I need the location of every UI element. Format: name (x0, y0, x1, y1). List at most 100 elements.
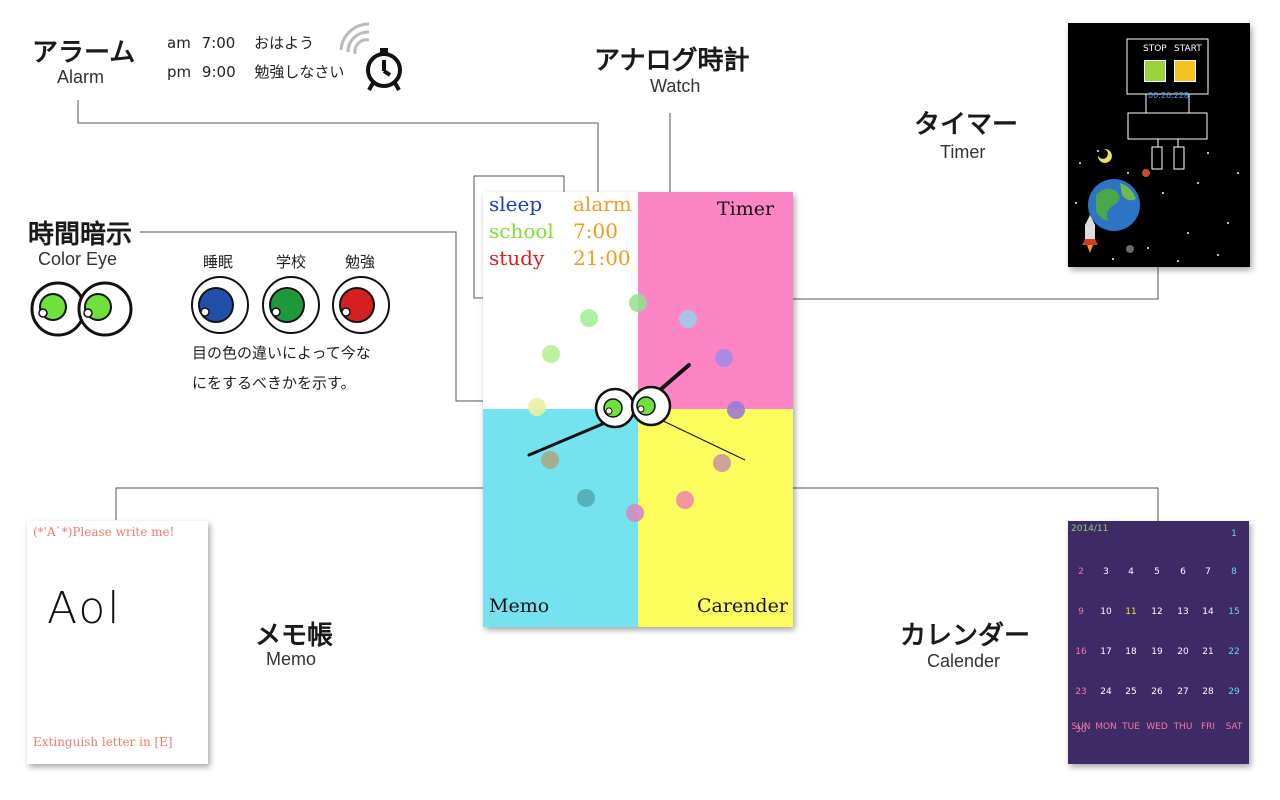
calendar-day[interactable]: 24 (1100, 687, 1112, 697)
alarm-row-2: pm 9:00 勉強しなさい (167, 61, 344, 82)
calendar-day[interactable]: 3 (1103, 567, 1109, 577)
legend-sleep: sleep (489, 192, 543, 216)
rocket-icon (1082, 215, 1098, 253)
quadrant-timer[interactable] (638, 192, 793, 409)
color-eye-title-en: Color Eye (38, 249, 118, 269)
timer-start-button[interactable] (1174, 60, 1196, 82)
analog-clock-face (527, 363, 746, 461)
calendar-day[interactable]: 30 (1075, 725, 1087, 735)
calendar-day[interactable]: 29 (1228, 687, 1240, 697)
app-main-screen: sleep school study alarm 7:00 21:00 Time… (483, 192, 793, 627)
timer-start-label: START (1174, 44, 1202, 54)
calendar-weekday-label: FRI (1200, 722, 1216, 732)
calendar-day[interactable]: 17 (1100, 647, 1112, 657)
calendar-day[interactable]: 28 (1202, 687, 1214, 697)
calendar-day[interactable]: 12 (1151, 607, 1163, 617)
calendar-weekday-label: TUE (1122, 722, 1140, 732)
calendar-day[interactable]: 6 (1180, 567, 1186, 577)
calendar-day[interactable]: 10 (1100, 607, 1112, 617)
calendar-day[interactable]: 5 (1154, 567, 1160, 577)
memo-screenshot: (*'A`*)Please write me! Aol Extinguish l… (27, 521, 208, 764)
calendar-day[interactable]: 11 (1125, 607, 1137, 617)
calendar-day[interactable]: 13 (1177, 607, 1189, 617)
calendar-connector (772, 487, 1159, 522)
quadrant-memo[interactable] (483, 409, 638, 627)
alarm-clock-icon (339, 22, 402, 91)
eye-sample-sleep (191, 276, 249, 334)
calendar-day[interactable]: 18 (1125, 647, 1137, 657)
calendar-screenshot: 2014/11 1 2 3 4 5 6 7 8 9 10 11 12 13 14 15 16 17 18 19 20 2… (1068, 521, 1249, 764)
calendar-day[interactable]: 7 (1205, 567, 1211, 577)
calendar-day[interactable]: 15 (1228, 607, 1240, 617)
calendar-day[interactable]: 23 (1075, 687, 1087, 697)
calendar-day[interactable]: 8 (1231, 567, 1237, 577)
legend-study: study (489, 246, 545, 270)
calendar-day[interactable]: 25 (1125, 687, 1137, 697)
alarm-title-en: Alarm (57, 67, 105, 87)
memo-title-en: Memo (266, 649, 317, 669)
memo-title-jp: メモ帳 (255, 621, 334, 651)
color-eye-title-jp: 時間暗示 (28, 220, 133, 250)
alarm-title-jp: アラーム (32, 38, 136, 68)
timer-connector (772, 262, 1159, 300)
hour-dot (542, 345, 560, 363)
timer-space-bg (1075, 38, 1239, 262)
calendar-day[interactable]: 27 (1177, 687, 1189, 697)
calendar-day[interactable]: 2 (1078, 567, 1084, 577)
hour-dot (727, 401, 745, 419)
hour-dot (541, 451, 559, 469)
legend-school: school (489, 219, 554, 243)
timer-stop-button[interactable] (1144, 60, 1166, 82)
calendar-day[interactable]: 4 (1128, 567, 1134, 577)
calendar-weekday-label: MON (1095, 722, 1117, 732)
hour-dot (629, 294, 647, 312)
eye-sample-school (262, 276, 320, 334)
alarm-row-2-time: 9:00 (201, 63, 236, 81)
calendar-day[interactable]: 20 (1177, 647, 1189, 657)
eye-label-school: 学校 (276, 253, 307, 271)
eye-sample-study (332, 276, 390, 334)
alarm-connector (77, 100, 599, 192)
timer-screenshot: STOP START 00:26:228 (1068, 23, 1250, 267)
eye-label-sleep: 睡眠 (203, 253, 234, 271)
alarm-row-1: am 7:00 おはよう (167, 32, 314, 53)
watch-title-jp: アナログ時計 (594, 46, 750, 76)
calendar-day[interactable]: 14 (1202, 607, 1214, 617)
robot-outline (1126, 38, 1209, 170)
calendar-month: 2014/11 (1071, 524, 1109, 534)
calendar-weekday-label: THU (1173, 722, 1193, 732)
quadrant-memo-label: Memo (489, 595, 550, 617)
hour-dot (713, 454, 731, 472)
calendar-day[interactable]: 9 (1078, 607, 1084, 617)
hour-dot (715, 349, 733, 367)
legend-alarm: alarm (573, 192, 632, 216)
timer-title-jp: タイマー (914, 110, 1019, 140)
watch-title-en: Watch (650, 76, 701, 96)
quadrant-calendar[interactable] (638, 409, 793, 627)
calendar-day[interactable]: 16 (1075, 647, 1087, 657)
alarm-row-2-ampm: pm (167, 63, 192, 81)
calendar-weekday-label: SAT (1225, 722, 1243, 732)
calendar-weekday-label: SUN (1071, 722, 1091, 732)
memo-header: (*'A`*)Please write me! (33, 525, 175, 539)
calendar-day[interactable]: 19 (1151, 647, 1163, 657)
calendar-weekday-label: WED (1146, 722, 1168, 732)
hour-dot (676, 491, 694, 509)
calendar-day[interactable]: 22 (1228, 647, 1240, 657)
hour-dot (626, 504, 644, 522)
memo-handwriting[interactable]: Aol (47, 583, 122, 634)
timer-time-display: 00:26:228 (1148, 91, 1190, 100)
hour-dot (580, 309, 598, 327)
alarm-row-1-ampm: am (167, 34, 191, 52)
calendar-day[interactable]: 26 (1151, 687, 1163, 697)
calendar-title-en: Calender (927, 651, 1001, 671)
alarm-row-1-message: おはよう (254, 34, 315, 52)
hour-dot (577, 489, 595, 507)
memo-connector (115, 487, 500, 520)
calendar-day[interactable]: 1 (1231, 529, 1237, 539)
calendar-day[interactable]: 21 (1202, 647, 1214, 657)
alarm-row-2-message: 勉強しなさい (254, 63, 345, 81)
alarm-row-1-time: 7:00 (201, 34, 236, 52)
eye-color-samples (191, 276, 390, 334)
hour-dot (679, 310, 697, 328)
